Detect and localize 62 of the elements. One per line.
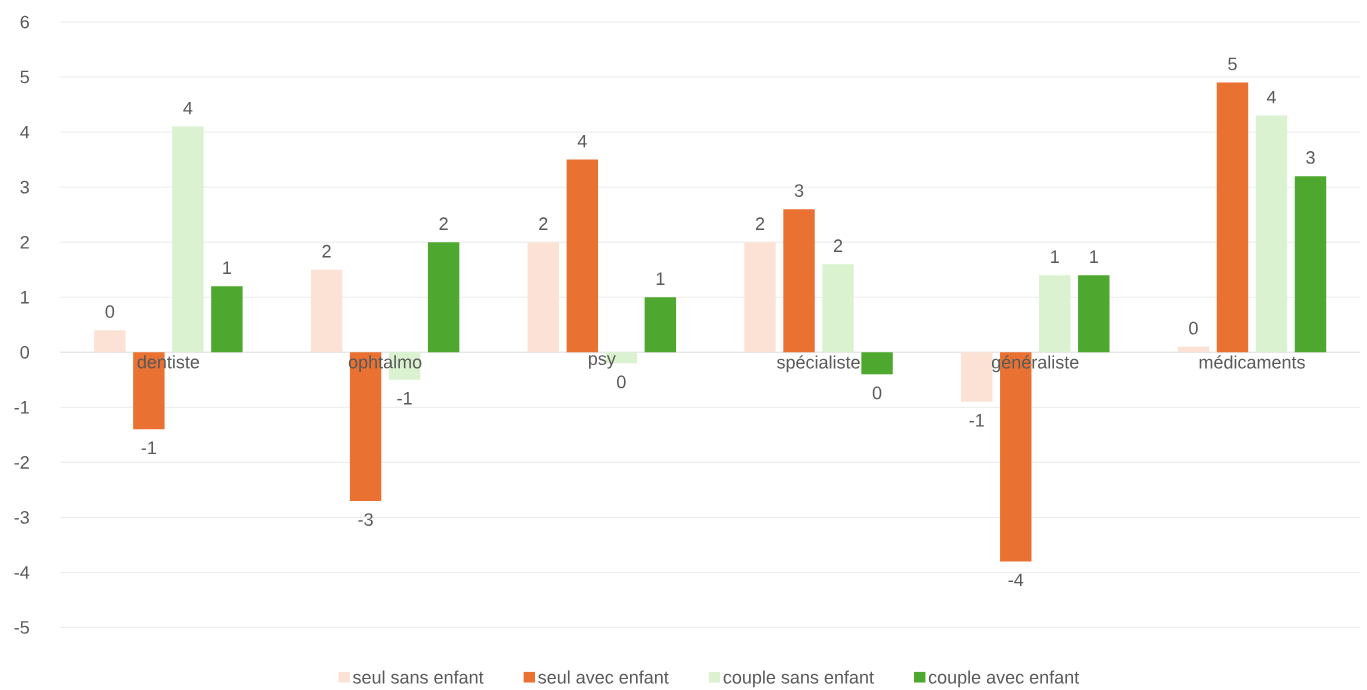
bar <box>566 159 599 353</box>
data-label: 0 <box>617 375 626 389</box>
data-label: 3 <box>794 184 804 198</box>
bar <box>744 242 776 353</box>
data-label: 0 <box>105 305 115 319</box>
bar <box>211 286 243 353</box>
data-label: -1 <box>969 414 984 427</box>
data-label: 4 <box>577 135 587 148</box>
data-label: 2 <box>755 217 765 231</box>
legend-label: couple avec enfant <box>928 670 1080 688</box>
y-tick-label: -4 <box>14 566 30 579</box>
y-tick-label: 0 <box>20 346 30 359</box>
y-tick-label: 6 <box>20 15 29 29</box>
bar <box>1078 275 1110 353</box>
bar <box>427 242 460 353</box>
bar <box>822 264 854 353</box>
data-label: 1 <box>656 272 665 286</box>
bar <box>961 352 993 403</box>
y-tick-label: -1 <box>14 401 29 414</box>
data-label: 1 <box>223 261 232 275</box>
legend-label: seul sans enfant <box>353 670 484 684</box>
bar <box>861 352 893 375</box>
bar <box>527 242 560 353</box>
x-tick-label: spécialiste <box>777 355 860 373</box>
data-label: 4 <box>1266 91 1276 104</box>
bar <box>783 209 815 353</box>
data-label: 3 <box>1306 151 1315 165</box>
x-tick-label: médicaments <box>1199 355 1305 369</box>
bar <box>1216 82 1249 353</box>
legend-label: seul avec enfant <box>538 670 669 684</box>
data-label: 5 <box>1228 57 1237 71</box>
bar <box>1177 347 1210 353</box>
legend-label: couple sans enfant <box>723 670 874 688</box>
data-label: 1 <box>1051 250 1059 264</box>
data-label: 1 <box>1090 250 1098 264</box>
data-label: -1 <box>141 441 156 455</box>
bar <box>94 330 126 353</box>
y-tick-label: -5 <box>14 621 29 635</box>
data-label: 2 <box>439 217 448 231</box>
y-tick-label: 3 <box>20 181 29 194</box>
bar <box>1039 275 1071 353</box>
bar <box>172 126 204 353</box>
y-tick-label: 1 <box>21 291 29 304</box>
data-label: 2 <box>322 245 331 258</box>
bar <box>1294 176 1327 353</box>
y-tick-label: -2 <box>14 456 29 469</box>
bar <box>1255 115 1288 353</box>
y-tick-label: 2 <box>20 236 29 249</box>
data-label: -4 <box>1008 573 1024 587</box>
data-label: -1 <box>397 392 412 405</box>
y-tick-label: 4 <box>20 126 30 139</box>
bar <box>644 297 677 353</box>
data-label: 0 <box>1189 322 1198 335</box>
data-label: 2 <box>539 217 548 231</box>
y-tick-label: 5 <box>20 71 29 84</box>
data-label: 2 <box>833 239 843 253</box>
data-label: 0 <box>872 386 882 400</box>
y-tick-label: -3 <box>14 511 29 525</box>
data-label: -3 <box>358 513 373 527</box>
bar <box>310 269 343 353</box>
data-label: 4 <box>183 102 193 115</box>
x-tick-label: psy <box>588 355 616 369</box>
